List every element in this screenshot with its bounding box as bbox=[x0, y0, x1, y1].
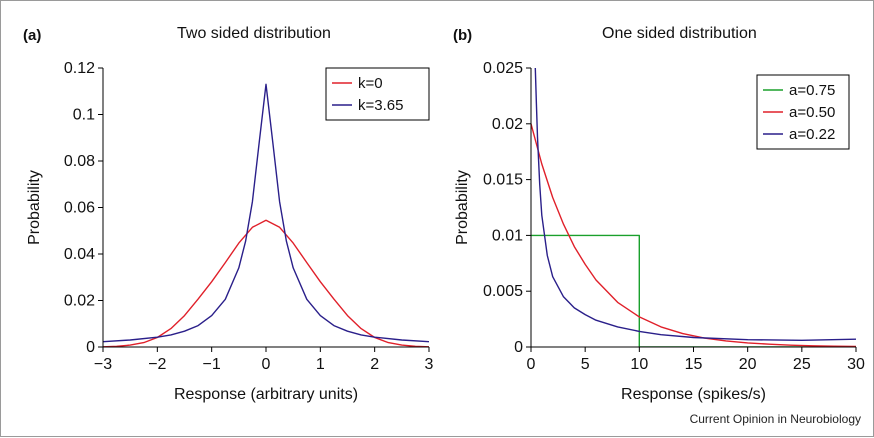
chart1-legend-label-1: a=0.50 bbox=[789, 104, 835, 121]
chart1-x-tick-label: 25 bbox=[793, 356, 811, 373]
chart1-y-tick-label: 0.01 bbox=[492, 227, 523, 244]
chart0-legend-label-0: k=0 bbox=[358, 75, 383, 92]
chart1-legend-label-2: a=0.22 bbox=[789, 126, 835, 143]
chart1-x-tick-label: 20 bbox=[739, 356, 757, 373]
chart1-x-tick-label: 15 bbox=[685, 356, 703, 373]
chart1-y-tick-label: 0.005 bbox=[483, 283, 523, 300]
chart1-y-axis-label: Probability bbox=[454, 170, 471, 245]
chart1-x-tick-label: 0 bbox=[527, 356, 536, 373]
chart1-y-tick-label: 0.025 bbox=[483, 60, 523, 77]
chart1-x-tick-label: 5 bbox=[581, 356, 590, 373]
chart0-x-tick-label: 3 bbox=[425, 356, 434, 373]
chart1-series-line-2 bbox=[534, 68, 856, 341]
chart0-x-tick-label: −2 bbox=[148, 356, 166, 373]
chart0-x-tick-label: 2 bbox=[370, 356, 379, 373]
chart0-x-axis-label: Response (arbitrary units) bbox=[174, 386, 358, 403]
panel-b-letter: (b) bbox=[453, 27, 473, 44]
chart1-y-tick-label: 0.02 bbox=[492, 116, 523, 133]
chart1-series-line-0 bbox=[531, 234, 856, 347]
chart0-legend-label-1: k=3.65 bbox=[358, 97, 403, 114]
chart0-series-line-1 bbox=[103, 83, 429, 343]
chart0-x-tick-label: −3 bbox=[94, 356, 112, 373]
panel-a-title: Two sided distribution bbox=[177, 25, 331, 42]
chart0-y-tick-label: 0.02 bbox=[64, 293, 95, 310]
chart1-x-axis-label: Response (spikes/s) bbox=[621, 386, 766, 403]
chart0-x-tick-label: 0 bbox=[262, 356, 271, 373]
chart0-y-tick-label: 0.1 bbox=[73, 107, 95, 124]
panel-a-letter: (a) bbox=[23, 27, 42, 44]
chart0-y-tick-label: 0.08 bbox=[64, 153, 95, 170]
chart1-x-tick-label: 30 bbox=[847, 356, 865, 373]
chart1-x-tick-label: 10 bbox=[630, 356, 648, 373]
chart0-series-line-0 bbox=[103, 219, 429, 347]
chart0-y-tick-label: 0.06 bbox=[64, 200, 95, 217]
chart0-y-tick-label: 0.04 bbox=[64, 246, 95, 263]
chart1-y-tick-label: 0.015 bbox=[483, 172, 523, 189]
chart1-y-tick-label: 0 bbox=[514, 339, 523, 356]
panel-b-title: One sided distribution bbox=[602, 25, 757, 42]
chart1-legend-label-0: a=0.75 bbox=[789, 82, 835, 99]
chart0-y-tick-label: 0 bbox=[86, 339, 95, 356]
chart0-legend-box bbox=[325, 67, 430, 121]
chart0-y-axis-label: Probability bbox=[26, 170, 43, 245]
chart0-x-tick-label: −1 bbox=[203, 356, 221, 373]
chart0-y-tick-label: 0.12 bbox=[64, 60, 95, 77]
chart0-x-tick-label: 1 bbox=[316, 356, 325, 373]
chart1-series-line-1 bbox=[531, 123, 856, 347]
source-note: Current Opinion in Neurobiology bbox=[689, 412, 861, 426]
